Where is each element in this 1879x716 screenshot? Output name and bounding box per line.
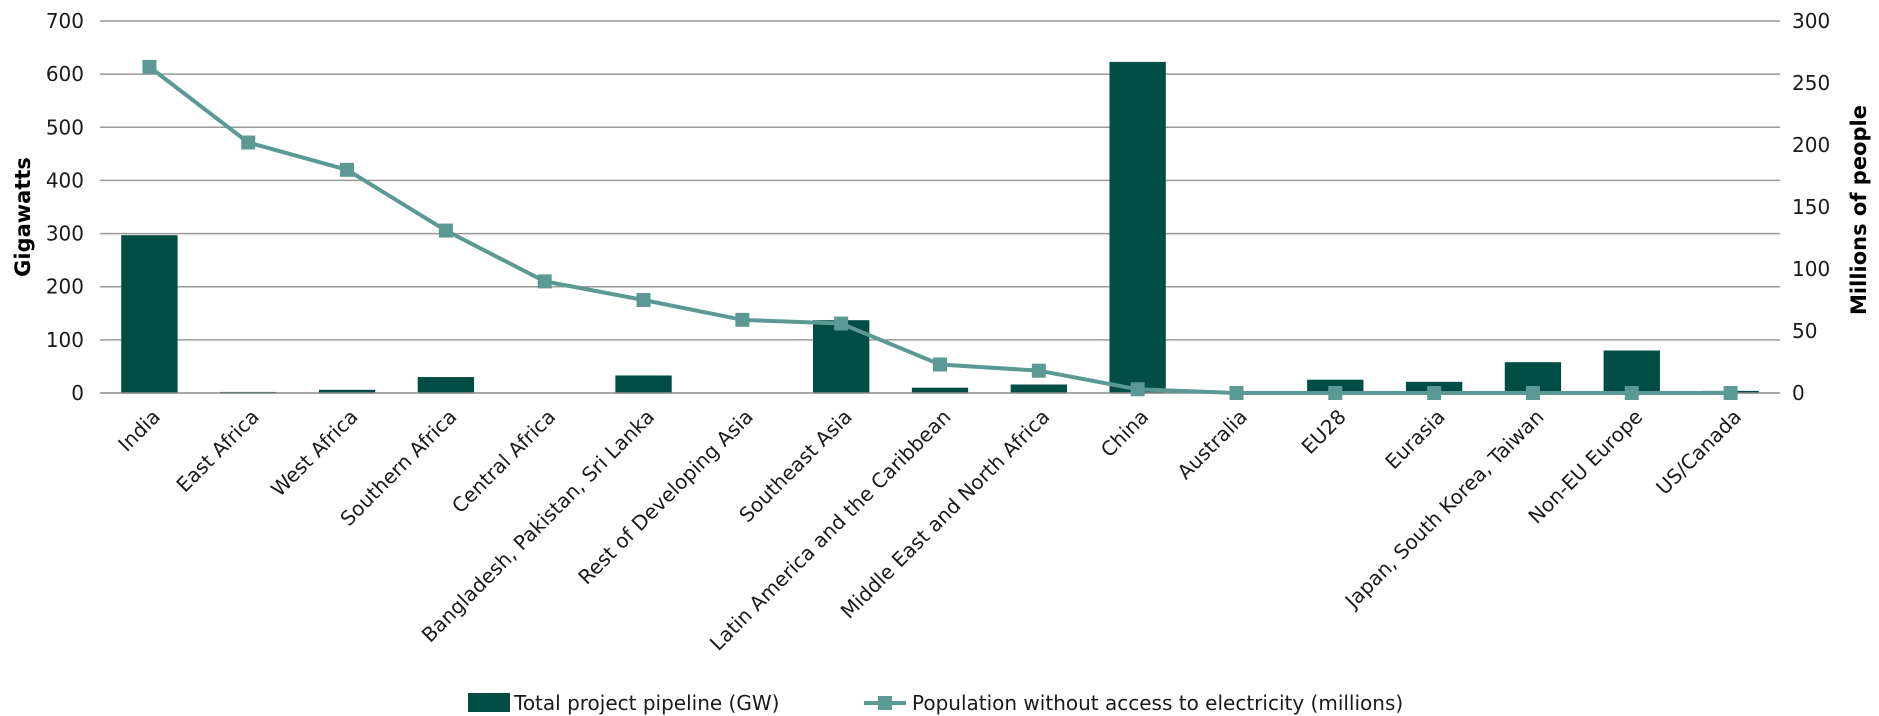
line-point (1427, 386, 1442, 400)
legend-bar-label: Total project pipeline (GW) (513, 691, 779, 715)
left-axis-ticks: 0 100 200 300 400 500 600 700 (46, 9, 84, 405)
bar (1109, 61, 1166, 394)
x-tick-label: EU28 (1297, 405, 1351, 459)
line-point (142, 59, 157, 74)
line-point (1130, 382, 1145, 397)
line-point (1328, 386, 1343, 400)
right-axis-ticks: 0 50 100 150 200 250 300 (1792, 9, 1830, 405)
y-left-axis-title: Gigawatts (11, 157, 35, 277)
y-left-tick-label: 200 (46, 275, 84, 299)
line-point (636, 293, 651, 307)
x-tick-label: East Africa (171, 405, 263, 497)
bar (615, 375, 672, 393)
line-point (1624, 386, 1639, 400)
x-tick-label: China (1096, 405, 1153, 462)
y-left-tick-label: 500 (46, 115, 84, 139)
x-tick-label: Middle East and North Africa (836, 405, 1055, 624)
line-point (1031, 363, 1046, 378)
legend-line-marker (878, 696, 892, 710)
series-line (148, 65, 1731, 395)
line-series (142, 59, 1738, 400)
line-point (537, 274, 552, 289)
y-left-tick-label: 300 (46, 222, 84, 246)
legend-line-label: Population without access to electricity… (912, 691, 1403, 715)
line-point (1229, 386, 1244, 400)
line-point (241, 135, 256, 150)
bar (121, 235, 178, 393)
y-left-tick-label: 700 (46, 9, 84, 33)
x-tick-label: Eurasia (1380, 405, 1449, 474)
line-point (735, 312, 750, 327)
legend: Total project pipeline (GW) Population w… (468, 691, 1403, 715)
x-tick-label: India (113, 405, 165, 457)
y-right-tick-label: 50 (1792, 319, 1817, 343)
y-left-tick-label: 600 (46, 62, 84, 86)
y-left-tick-label: 100 (46, 328, 84, 352)
line-point (1525, 386, 1540, 400)
line-point (438, 223, 453, 238)
y-left-tick-label: 400 (46, 168, 84, 192)
x-tick-label: Australia (1172, 405, 1252, 485)
line-point (340, 162, 355, 177)
line-point (933, 357, 947, 372)
bar (318, 389, 376, 393)
gridlines (100, 20, 1780, 341)
bar (417, 377, 475, 393)
y-right-tick-label: 150 (1792, 195, 1830, 219)
y-right-tick-label: 200 (1792, 133, 1830, 157)
bar (1010, 384, 1067, 393)
bar (1603, 350, 1660, 393)
y-right-tick-label: 0 (1792, 381, 1805, 405)
line-point (834, 316, 849, 331)
x-tick-label: Central Africa (447, 405, 560, 518)
x-tick-label: Rest of Developing Asia (573, 405, 758, 590)
x-tick-label: West Africa (266, 405, 363, 502)
line-point (1723, 386, 1738, 400)
y-right-tick-label: 250 (1792, 71, 1830, 95)
y-right-axis-title: Millions of people (1847, 105, 1871, 315)
bar (911, 387, 969, 393)
legend-bar-swatch (468, 693, 510, 712)
x-tick-label: Japan, South Korea, Taiwan (1339, 405, 1549, 615)
y-right-tick-label: 300 (1792, 9, 1830, 33)
bar-series (121, 61, 1759, 394)
x-tick-label: US/Canada (1651, 405, 1746, 500)
y-right-tick-label: 100 (1792, 257, 1830, 281)
y-left-tick-label: 0 (71, 381, 84, 405)
